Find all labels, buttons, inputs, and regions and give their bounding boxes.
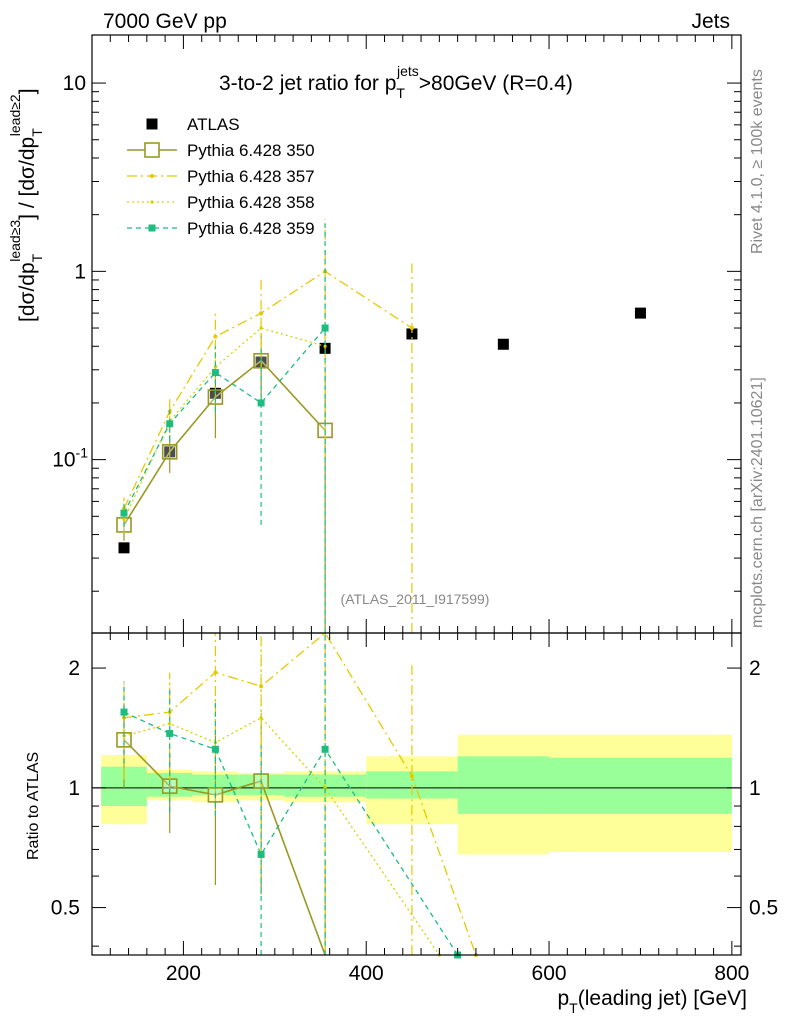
ratio-bands bbox=[101, 734, 732, 855]
main-point-359-3 bbox=[257, 399, 265, 407]
legend-label-pythia-6-428-358: Pythia 6.428 358 bbox=[187, 193, 315, 212]
ratio-point-357-3 bbox=[259, 684, 264, 689]
legend-label-atlas: ATLAS bbox=[187, 115, 240, 134]
legend-marker-pythia-6-428-358 bbox=[150, 200, 154, 204]
main-ytick-label: 10 bbox=[63, 72, 86, 95]
ratio-point-359-4 bbox=[321, 745, 329, 753]
ratio-ylabel: Ratio to ATLAS bbox=[25, 752, 42, 860]
ratio-point-359-2 bbox=[211, 745, 219, 753]
main-ylabel: [dσ/dpTlead≥3] / [dσ/dpTlead≥2] bbox=[7, 88, 45, 322]
atlas-point-7 bbox=[634, 307, 646, 319]
atlas-point-0 bbox=[118, 542, 130, 554]
ratio-ytick-label-right: 1 bbox=[749, 777, 761, 800]
ratio-point-358-3 bbox=[259, 716, 263, 720]
header-left: 7000 GeV pp bbox=[103, 10, 227, 33]
legend-label-pythia-6-428-357: Pythia 6.428 357 bbox=[187, 167, 315, 186]
legend-marker-pythia-6-428-357 bbox=[150, 174, 154, 178]
main-point-358-4 bbox=[323, 344, 327, 348]
mcplots-label: mcplots.cern.ch [arXiv:2401.10621] bbox=[749, 377, 766, 628]
atlas-point-6 bbox=[497, 338, 509, 350]
ratio-point-357-2 bbox=[213, 670, 218, 675]
rivet-label: Rivet 4.1.0, ≥ 100k events bbox=[749, 69, 766, 254]
legend-marker-pythia-6-428-350 bbox=[144, 142, 160, 158]
legend: ATLAS Pythia 6.428 350 Pythia 6.428 357 Pyt… bbox=[127, 115, 315, 238]
legend-marker-pythia-6-428-359 bbox=[148, 224, 156, 232]
ratio-ytick-label-right: 0.5 bbox=[749, 897, 778, 920]
main-title: 3-to-2 jet ratio for pTjets>80GeV (R=0.4… bbox=[219, 63, 573, 101]
ratio-point-357-5 bbox=[409, 774, 414, 779]
main-point-358-3 bbox=[259, 326, 263, 330]
xtick-label: 200 bbox=[166, 962, 201, 985]
ratio-point-359-1 bbox=[166, 729, 174, 737]
atlas-point-5 bbox=[406, 328, 418, 340]
main-line-359 bbox=[123, 327, 326, 514]
legend-label-pythia-6-428-359: Pythia 6.428 359 bbox=[187, 219, 315, 238]
main-line-350 bbox=[123, 359, 326, 526]
main-point-357-5 bbox=[409, 326, 414, 331]
main-line-357 bbox=[123, 270, 413, 509]
main-point-359-1 bbox=[166, 420, 174, 428]
band-inner-7 bbox=[549, 757, 732, 814]
ratio-ytick-label: 2 bbox=[68, 657, 80, 680]
ratio-ytick-label-right: 2 bbox=[749, 657, 761, 680]
xtick-label: 400 bbox=[349, 962, 384, 985]
main-ytick-label: 1 bbox=[74, 260, 86, 283]
ratio-point-359-3 bbox=[257, 850, 265, 858]
main-point-357-2 bbox=[213, 334, 218, 339]
ratio-frame bbox=[91, 632, 742, 956]
main-point-359-4 bbox=[321, 324, 329, 332]
ratio-point-359-0 bbox=[120, 708, 128, 716]
x-axis-label: pT(leading jet) [GeV] bbox=[557, 987, 747, 1016]
header-right: Jets bbox=[691, 10, 730, 33]
main-ytick-label: 10-1 bbox=[52, 445, 88, 472]
band-inner-6 bbox=[457, 756, 550, 814]
ratio-ytick-label: 0.5 bbox=[51, 897, 80, 920]
xtick-label: 800 bbox=[714, 962, 749, 985]
analysis-label: (ATLAS_2011_I917599) bbox=[341, 591, 490, 607]
ratio-point-358-4 bbox=[323, 786, 327, 790]
main-point-359-0 bbox=[120, 509, 128, 517]
ratio-line-359 bbox=[123, 711, 459, 956]
legend-label-pythia-6-428-350: Pythia 6.428 350 bbox=[187, 141, 315, 160]
main-line-358 bbox=[123, 327, 326, 520]
ratio-ytick-label: 1 bbox=[68, 777, 80, 800]
main-point-350-1 bbox=[161, 444, 178, 460]
legend-marker-atlas bbox=[146, 118, 158, 130]
xtick-label: 600 bbox=[532, 962, 567, 985]
ratio-point-358-1 bbox=[168, 722, 172, 726]
main-point-359-2 bbox=[211, 369, 219, 377]
main-point-358-2 bbox=[213, 365, 218, 369]
main-point-358-0 bbox=[122, 518, 126, 522]
